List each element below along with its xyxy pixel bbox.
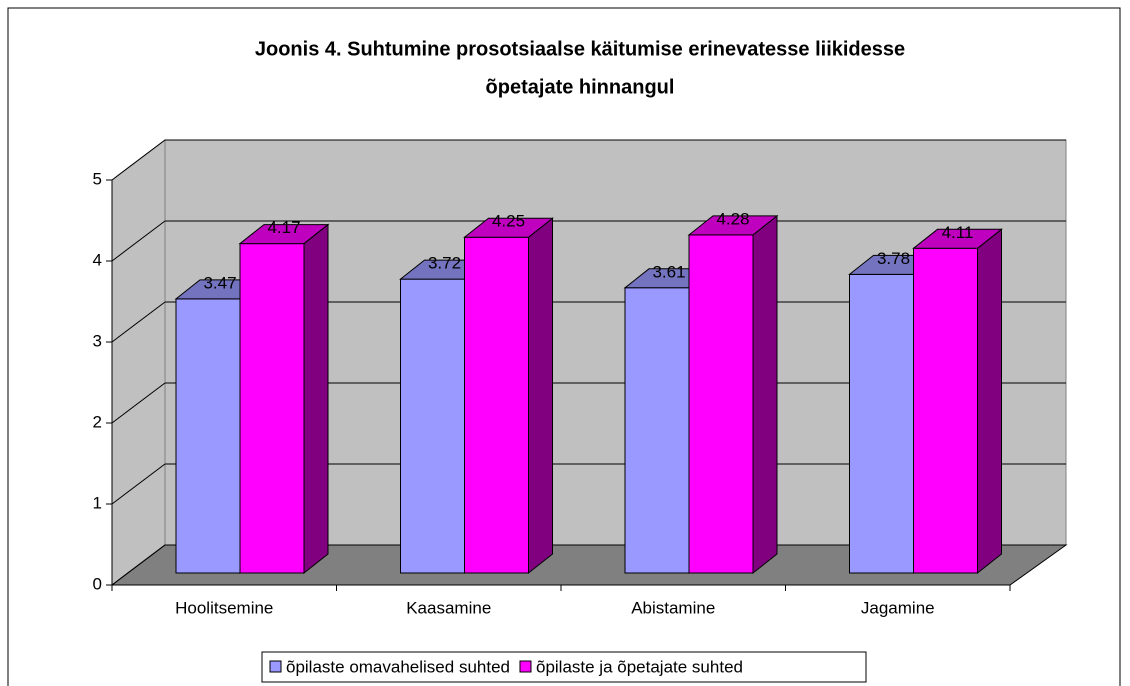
chart-title: õpetajate hinnangul bbox=[486, 76, 675, 98]
bar-front bbox=[239, 243, 305, 574]
y-tick-label: 4 bbox=[93, 250, 102, 269]
grid-line bbox=[111, 463, 166, 505]
y-tick-label: 1 bbox=[93, 493, 102, 512]
bar bbox=[687, 214, 779, 575]
grid-line bbox=[111, 301, 166, 343]
x-tick-label: Kaasamine bbox=[406, 598, 491, 617]
legend-label: õpilaste ja õpetajate suhted bbox=[536, 657, 743, 676]
bar-front bbox=[849, 273, 914, 574]
side-wall bbox=[111, 138, 166, 587]
legend-swatch bbox=[269, 660, 282, 673]
legend-swatch bbox=[519, 660, 532, 673]
chart-title: Joonis 4. Suhtumine prosotsiaalse käitum… bbox=[255, 38, 905, 60]
value-label: 3.61 bbox=[652, 262, 685, 281]
bar-side bbox=[977, 228, 1002, 575]
bar-front bbox=[175, 298, 241, 574]
bar-side bbox=[752, 214, 778, 575]
bar-top bbox=[687, 215, 779, 236]
bar-front bbox=[913, 247, 978, 574]
bar-front bbox=[464, 236, 529, 574]
value-label: 3.47 bbox=[203, 273, 236, 292]
y-tick-label: 5 bbox=[93, 169, 102, 188]
value-label: 4.17 bbox=[267, 218, 300, 237]
legend-box bbox=[261, 651, 867, 683]
bar-front bbox=[624, 287, 690, 574]
grid-line bbox=[111, 220, 166, 262]
value-label: 4.28 bbox=[716, 209, 749, 228]
bar-side bbox=[303, 223, 329, 575]
y-tick-label: 2 bbox=[93, 412, 102, 431]
y-tick-label: 3 bbox=[93, 331, 102, 350]
bar-side bbox=[528, 217, 553, 575]
value-label: 4.25 bbox=[492, 212, 525, 231]
bar-front bbox=[400, 278, 465, 574]
legend-label: õpilaste omavahelised suhted bbox=[286, 657, 510, 676]
bar bbox=[463, 217, 554, 575]
bar bbox=[238, 223, 330, 575]
bar-front bbox=[688, 234, 754, 574]
bar bbox=[912, 228, 1003, 575]
value-label: 3.72 bbox=[428, 254, 461, 273]
grid-line bbox=[111, 382, 166, 424]
grid-line bbox=[111, 544, 166, 586]
grid-line bbox=[111, 139, 166, 181]
x-tick-label: Hoolitsemine bbox=[175, 598, 273, 617]
bar-top bbox=[912, 228, 1003, 249]
bar-top bbox=[238, 224, 330, 245]
value-label: 4.11 bbox=[942, 223, 974, 242]
y-tick-label: 0 bbox=[93, 574, 102, 593]
value-label: 3.78 bbox=[877, 249, 910, 268]
x-tick-label: Abistamine bbox=[631, 598, 715, 617]
bar-top bbox=[463, 217, 554, 238]
x-tick-label: Jagamine bbox=[861, 598, 935, 617]
